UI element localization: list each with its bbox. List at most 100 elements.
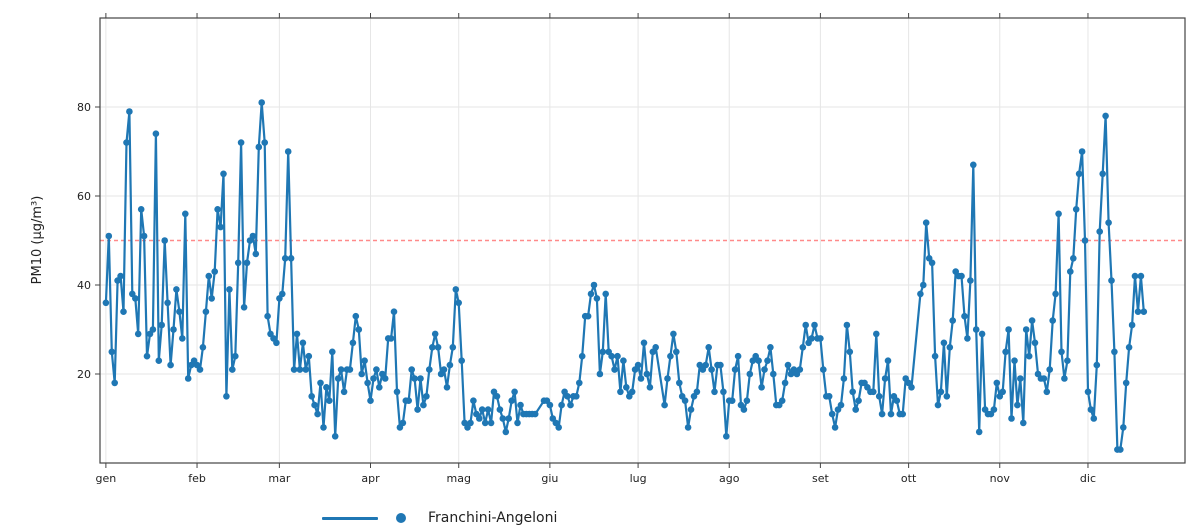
data-point	[1026, 353, 1033, 360]
data-point	[1082, 237, 1089, 244]
data-point	[1073, 206, 1080, 213]
data-point	[1070, 255, 1077, 262]
data-point	[623, 384, 630, 391]
data-point	[567, 402, 574, 409]
y-tick-label: 60	[77, 190, 91, 203]
data-point	[470, 397, 477, 404]
data-point	[391, 308, 398, 315]
data-point	[797, 366, 804, 373]
data-point	[611, 366, 618, 373]
data-point	[747, 371, 754, 378]
data-point	[203, 308, 210, 315]
data-point	[935, 402, 942, 409]
data-point	[329, 349, 336, 356]
data-point	[514, 420, 521, 427]
data-point	[350, 340, 357, 347]
data-point	[820, 366, 827, 373]
data-point	[1111, 349, 1118, 356]
data-point	[482, 420, 489, 427]
data-point	[761, 366, 768, 373]
data-point	[829, 411, 836, 418]
data-point	[808, 335, 815, 342]
data-point	[394, 389, 401, 396]
data-point	[949, 317, 956, 324]
data-point	[405, 397, 412, 404]
data-point	[667, 353, 674, 360]
data-point	[923, 219, 930, 226]
data-point	[179, 335, 186, 342]
data-point	[849, 389, 856, 396]
data-point	[652, 344, 659, 351]
data-point	[1091, 415, 1098, 422]
data-point	[973, 326, 980, 333]
data-point	[273, 340, 280, 347]
data-point	[297, 366, 304, 373]
data-point	[500, 415, 507, 422]
data-point	[458, 357, 465, 364]
data-point	[879, 411, 886, 418]
data-point	[1014, 402, 1021, 409]
data-point	[1032, 340, 1039, 347]
data-point	[929, 260, 936, 267]
data-point	[411, 375, 418, 382]
data-point	[723, 433, 730, 440]
data-point	[150, 326, 157, 333]
data-point	[255, 144, 262, 151]
x-tick-label: set	[812, 472, 829, 485]
data-point	[306, 353, 313, 360]
data-point	[532, 411, 539, 418]
data-point	[1023, 326, 1030, 333]
data-point	[1055, 211, 1062, 218]
data-point	[408, 366, 415, 373]
data-point	[173, 286, 180, 293]
data-point	[444, 384, 451, 391]
data-point	[717, 362, 724, 369]
data-point	[367, 397, 374, 404]
data-point	[420, 402, 427, 409]
data-point	[200, 344, 207, 351]
data-point	[1126, 344, 1133, 351]
data-point	[782, 380, 789, 387]
data-point	[153, 130, 160, 137]
data-point	[741, 406, 748, 413]
data-point	[505, 415, 512, 422]
data-point	[564, 393, 571, 400]
data-point	[517, 402, 524, 409]
data-point	[676, 380, 683, 387]
data-point	[244, 260, 251, 267]
data-point	[388, 335, 395, 342]
data-point	[1008, 415, 1015, 422]
data-point	[1002, 349, 1009, 356]
data-point	[338, 366, 345, 373]
data-point	[708, 366, 715, 373]
legend-line	[322, 517, 378, 520]
data-point	[429, 344, 436, 351]
data-point	[167, 362, 174, 369]
data-point	[938, 389, 945, 396]
data-point	[291, 366, 298, 373]
data-point	[682, 397, 689, 404]
data-point	[920, 282, 927, 289]
data-point	[755, 357, 762, 364]
data-point	[876, 393, 883, 400]
data-point	[591, 282, 598, 289]
data-point	[1041, 375, 1048, 382]
data-point	[602, 291, 609, 298]
data-point	[123, 139, 130, 146]
data-point	[214, 206, 221, 213]
data-point	[382, 375, 389, 382]
data-point	[164, 300, 171, 307]
data-point	[770, 371, 777, 378]
data-point	[282, 255, 289, 262]
data-point	[917, 291, 924, 298]
data-point	[253, 251, 260, 258]
data-point	[638, 375, 645, 382]
data-point	[303, 366, 310, 373]
data-point	[1011, 357, 1018, 364]
x-tick-label: mag	[446, 472, 470, 485]
y-tick-label: 80	[77, 101, 91, 114]
data-point	[555, 424, 562, 431]
data-point	[1064, 357, 1071, 364]
data-point	[1123, 380, 1130, 387]
